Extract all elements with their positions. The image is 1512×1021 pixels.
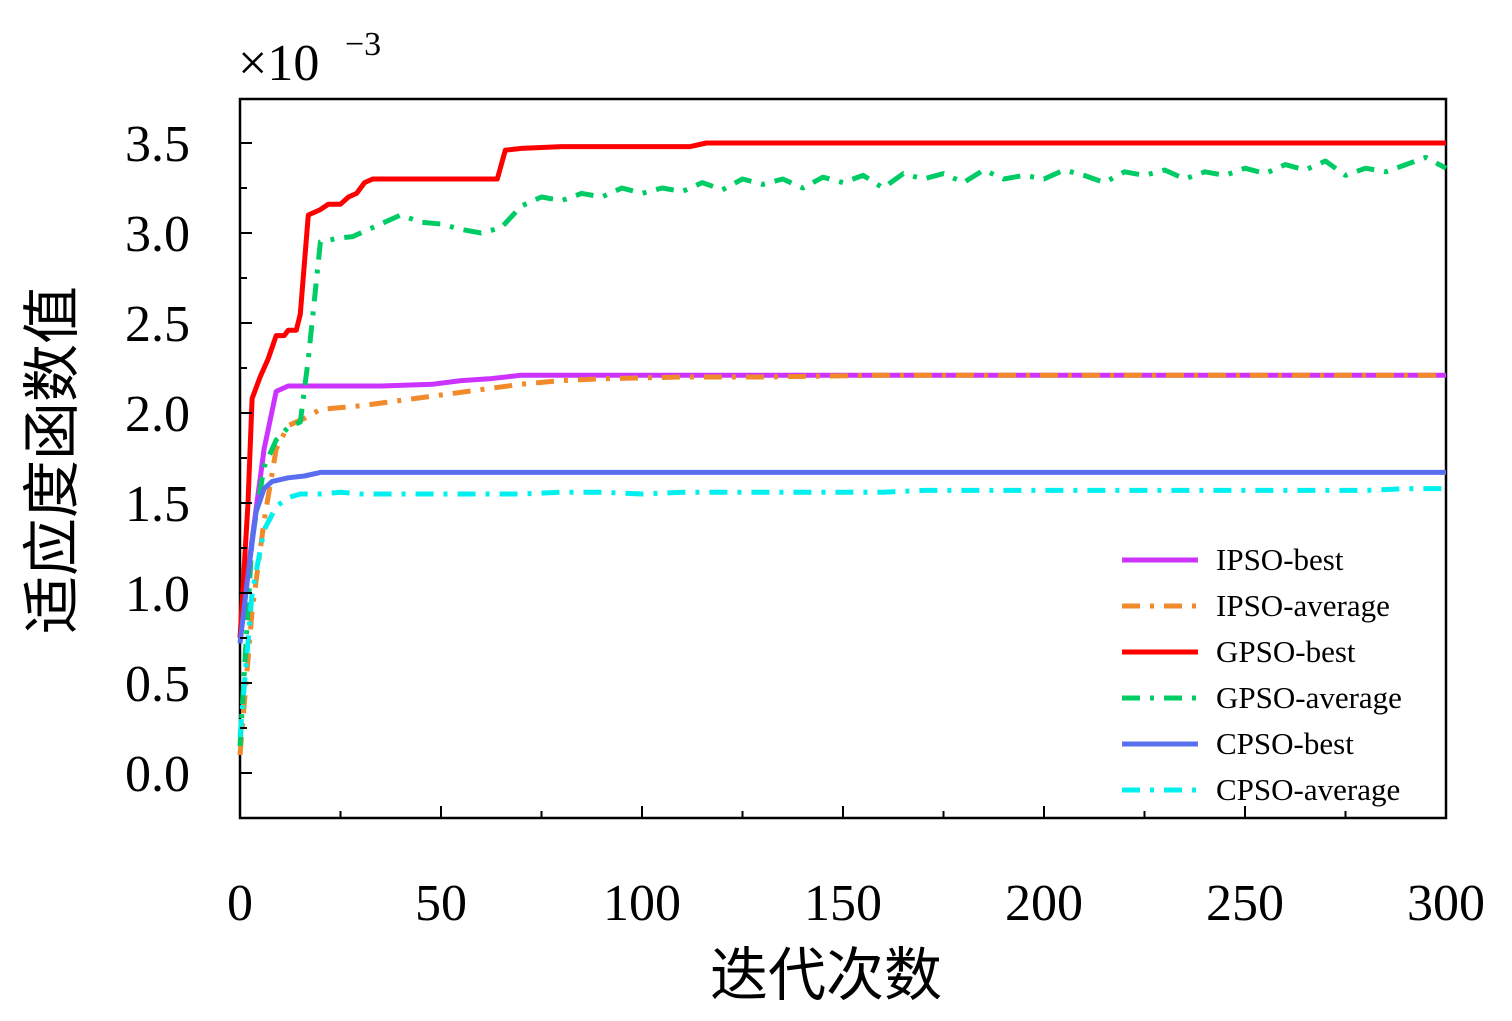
y-tick-label: 3.5 <box>125 116 190 173</box>
x-tick-label: 200 <box>1005 875 1083 932</box>
x-tick-label: 150 <box>804 875 882 932</box>
x-tick-label: 50 <box>415 875 467 932</box>
axis-multiplier-exponent: −3 <box>345 26 381 63</box>
x-tick-label: 300 <box>1407 875 1485 932</box>
series-line-gpso-best <box>237 140 1446 639</box>
legend-label-ipso-average: IPSO-average <box>1216 588 1390 623</box>
x-axis-ticks: 0 50 100 150 200 250 300 <box>227 806 1485 932</box>
x-tick-label: 250 <box>1206 875 1284 932</box>
legend-label-cpso-best: CPSO-best <box>1216 726 1354 761</box>
series-line-cpso-best <box>237 469 1446 644</box>
axis-multiplier: ×10 <box>238 35 319 92</box>
y-tick-label: 0.5 <box>125 656 190 713</box>
y-axis-label: 适应度函数值 <box>18 286 86 634</box>
y-tick-label: 1.5 <box>125 476 190 533</box>
series-line-gpso-average <box>237 154 1448 747</box>
y-tick-label: 2.5 <box>125 296 190 353</box>
x-tick-label: 100 <box>603 875 681 932</box>
y-axis-ticks: 0.0 0.5 1.0 1.5 2.0 2.5 3.0 3.5 <box>125 116 252 819</box>
legend-label-gpso-best: GPSO-best <box>1216 634 1356 669</box>
legend-label-gpso-average: GPSO-average <box>1216 680 1402 715</box>
series-line-ipso-average <box>237 372 1446 756</box>
legend: IPSO-best IPSO-average GPSO-best GPSO-avera… <box>1122 542 1402 807</box>
y-tick-label: 0.0 <box>125 746 190 803</box>
x-tick-label: 0 <box>227 875 253 932</box>
legend-label-cpso-average: CPSO-average <box>1216 772 1400 807</box>
series-layer <box>237 140 1448 756</box>
y-tick-label: 2.0 <box>125 386 190 443</box>
y-tick-label: 3.0 <box>125 206 190 263</box>
y-tick-label: 1.0 <box>125 566 190 623</box>
legend-label-ipso-best: IPSO-best <box>1216 542 1344 577</box>
x-axis-label: 迭代次数 <box>710 941 942 1009</box>
